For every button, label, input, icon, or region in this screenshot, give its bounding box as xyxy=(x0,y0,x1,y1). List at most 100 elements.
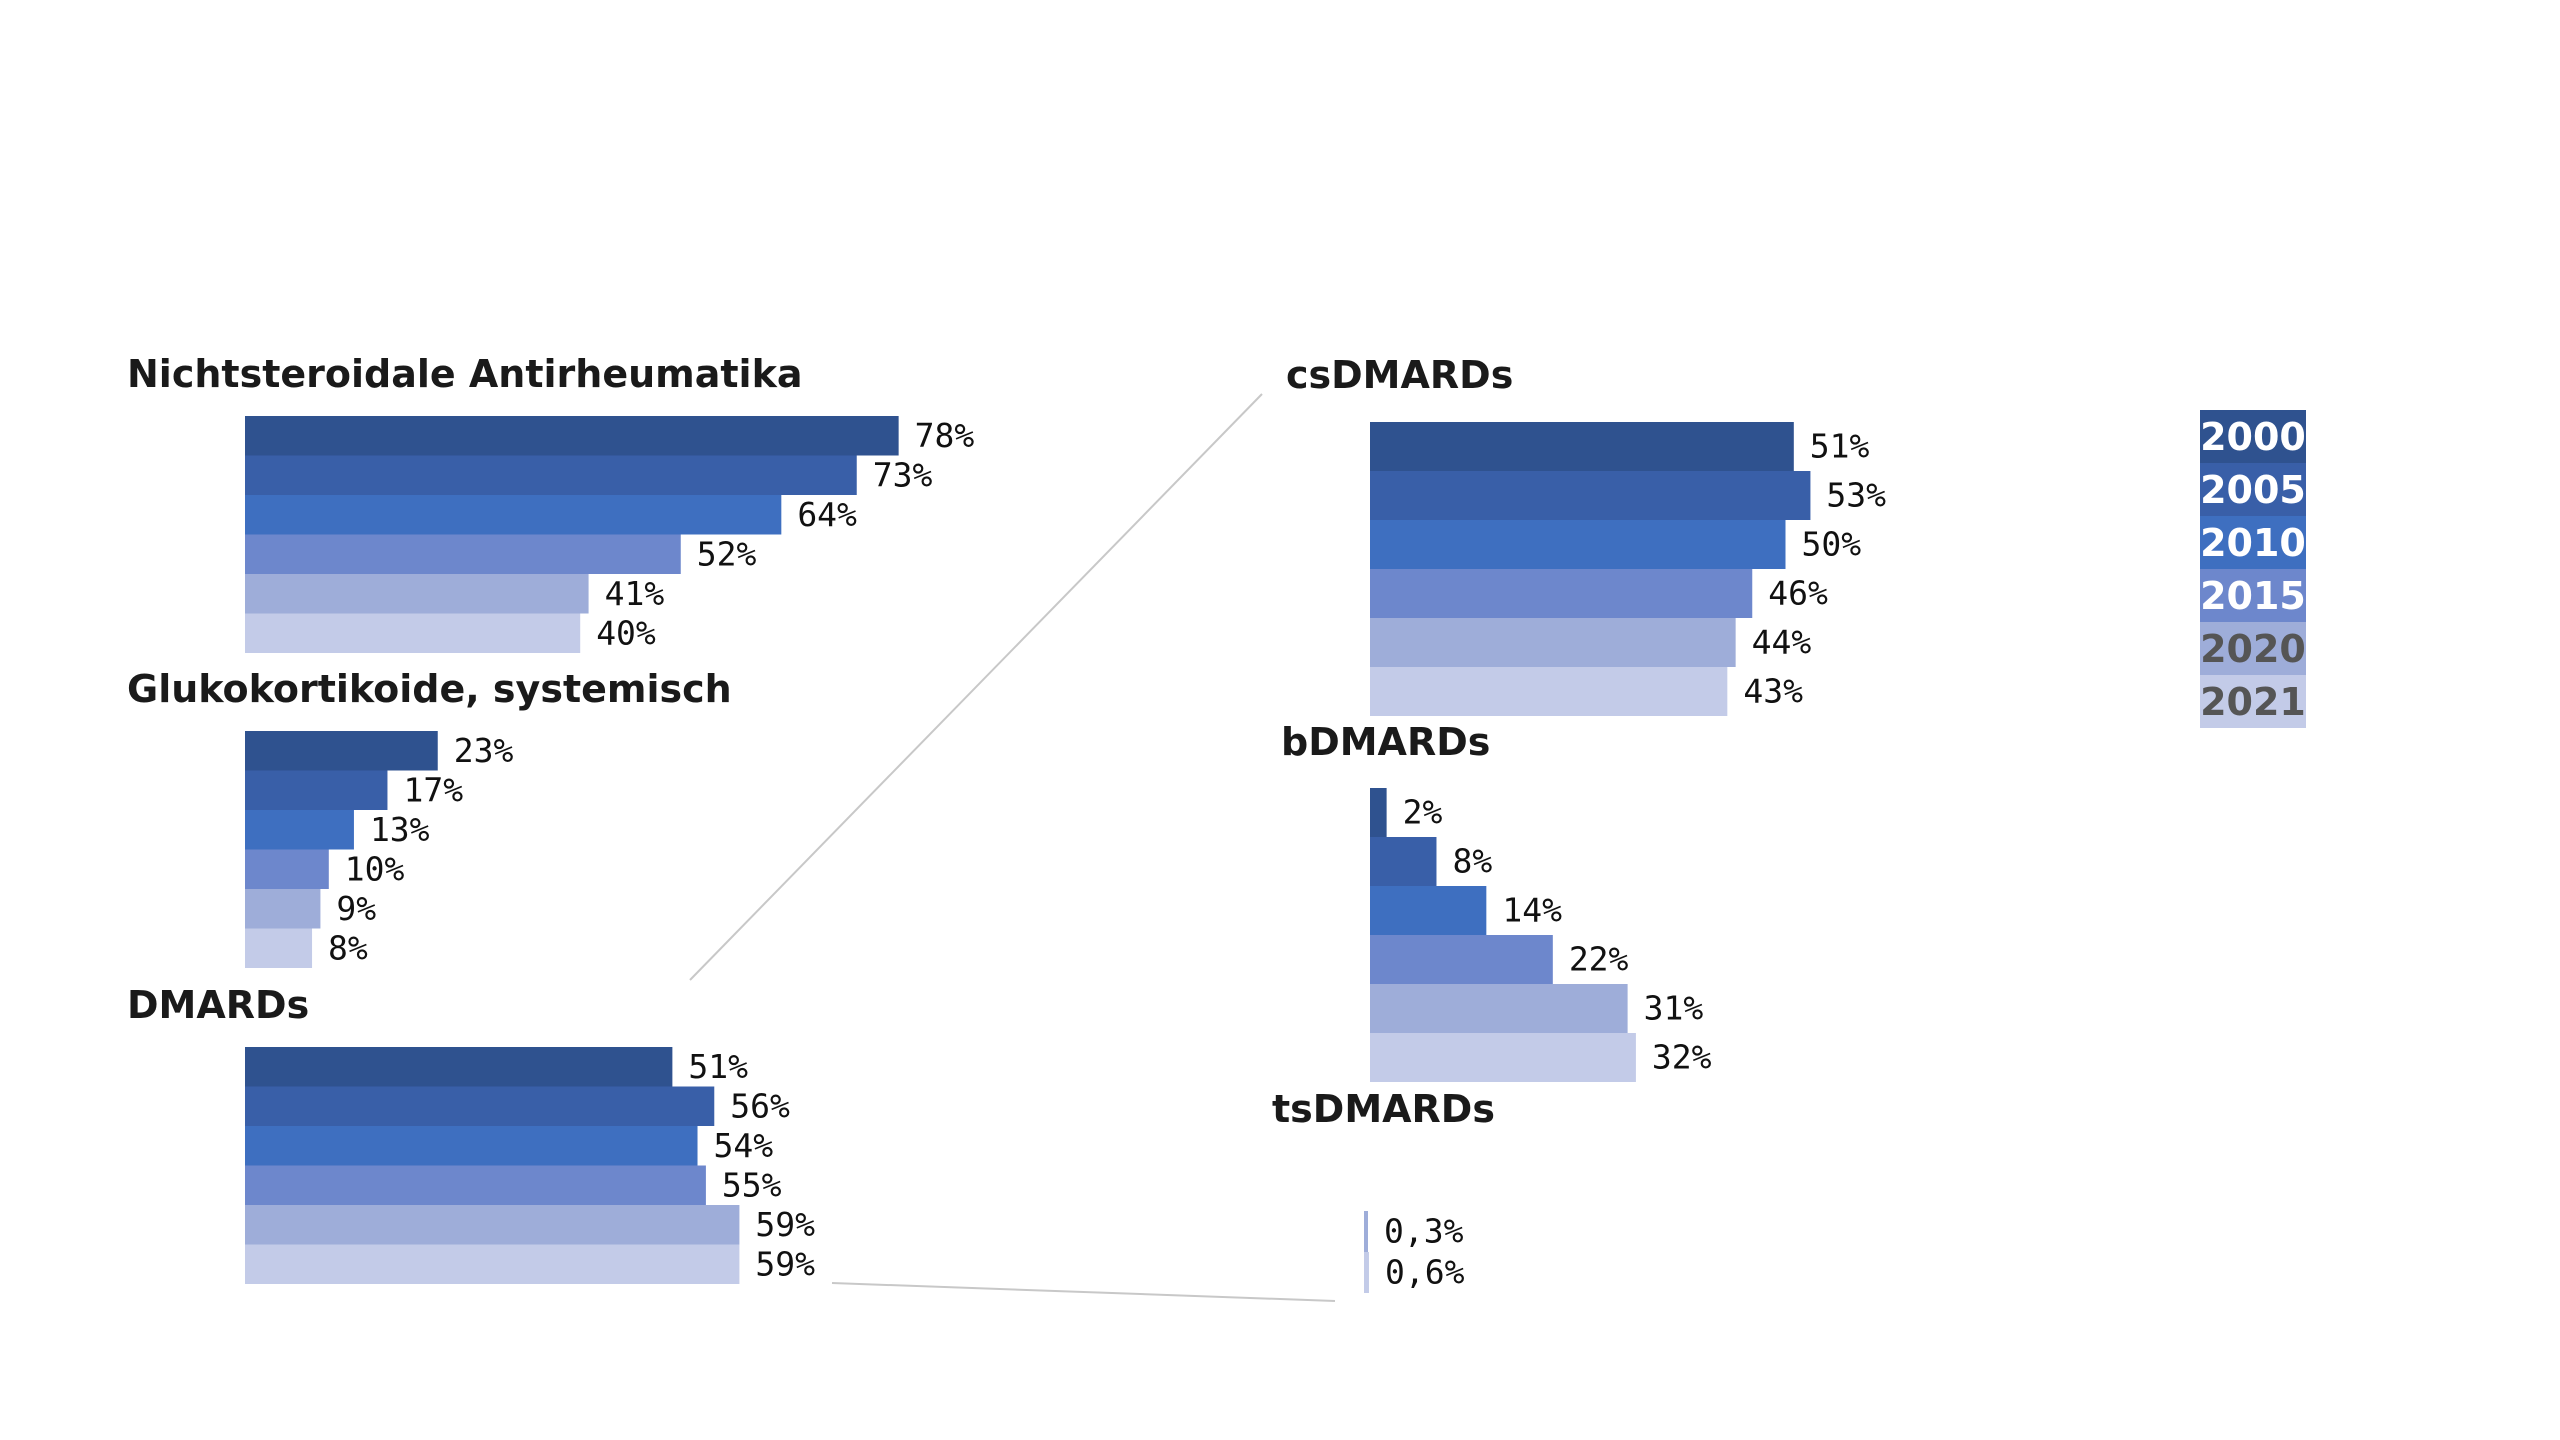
bar-value-label: 9% xyxy=(336,889,376,928)
bar-value-label: 17% xyxy=(403,770,463,809)
bar-value-label: 59% xyxy=(755,1205,815,1244)
legend-item-2000: 2000 xyxy=(2200,410,2306,463)
legend-swatch xyxy=(2200,516,2306,569)
bar-value-label: 40% xyxy=(596,613,656,652)
legend-label: 2010 xyxy=(2200,521,2306,565)
bar-value-label: 32% xyxy=(1652,1038,1712,1077)
bar-2010 xyxy=(1370,520,1786,569)
legend-swatch xyxy=(2200,410,2306,463)
bar-2000 xyxy=(1370,422,1794,471)
bar-2015 xyxy=(245,1165,706,1205)
bar-2015 xyxy=(1370,569,1753,618)
bar-value-label: 53% xyxy=(1826,476,1886,515)
bar-value-label: 73% xyxy=(873,455,933,494)
bar-2015 xyxy=(245,534,681,574)
bar-2005 xyxy=(1370,471,1811,520)
chart-title: DMARDs xyxy=(127,983,309,1027)
legend-item-2020: 2020 xyxy=(2200,622,2306,675)
legend-item-2015: 2015 xyxy=(2200,569,2306,622)
legend-swatch xyxy=(2200,463,2306,516)
chart-title: csDMARDs xyxy=(1286,353,1513,397)
chart-title: Glukokortikoide, systemisch xyxy=(127,667,732,711)
bar-2021 xyxy=(1370,1033,1636,1082)
legend-swatch xyxy=(2200,569,2306,622)
legend-label: 2020 xyxy=(2200,627,2306,671)
bar-value-label: 54% xyxy=(714,1126,774,1165)
bar-2000 xyxy=(245,731,438,771)
chart-bdmards: bDMARDs 2%8% 14%22% 31% 32% xyxy=(1281,720,1712,1082)
bar-value-label: 8% xyxy=(1452,842,1492,881)
bar-2021 xyxy=(245,928,313,968)
legend-label: 2015 xyxy=(2200,574,2306,618)
bar-value-label: 55% xyxy=(722,1165,782,1204)
bar-value-label: 0,3% xyxy=(1384,1212,1464,1251)
chart-glukokortikoide-systemisch: Glukokortikoide, systemisch 23%17%13%10%9… xyxy=(127,667,732,968)
legend-swatch xyxy=(2200,675,2306,728)
bar-value-label: 14% xyxy=(1502,891,1562,930)
bar-2020 xyxy=(245,574,589,614)
bar-2005 xyxy=(245,1086,715,1126)
bar-value-label: 0,6% xyxy=(1385,1253,1465,1292)
bar-2005 xyxy=(245,770,388,810)
bar-2000 xyxy=(245,416,899,456)
bar-value-label: 56% xyxy=(730,1086,790,1125)
bar-value-label: 23% xyxy=(454,731,514,770)
bar-2005 xyxy=(245,455,857,495)
bar-2020 xyxy=(245,1205,740,1245)
bar-2020 xyxy=(245,889,321,929)
chart-nichtsteroidale-antirheumatika: Nichtsteroidale Antirheumatika 78%73% 64% 5… xyxy=(127,352,974,653)
bar-2010 xyxy=(245,495,782,535)
bar-value-label: 43% xyxy=(1743,672,1803,711)
bar-value-label: 50% xyxy=(1802,525,1862,564)
bar-value-label: 51% xyxy=(1810,427,1870,466)
bar-2020 xyxy=(1364,1211,1368,1252)
legend-item-2021: 2021 xyxy=(2200,675,2306,728)
legend-item-2005: 2005 xyxy=(2200,463,2306,516)
bar-2015 xyxy=(245,849,329,889)
bar-value-label: 78% xyxy=(915,416,975,455)
bar-2005 xyxy=(1370,837,1437,886)
legend-label: 2021 xyxy=(2200,680,2306,724)
bar-2000 xyxy=(1370,788,1387,837)
chart-title: tsDMARDs xyxy=(1272,1087,1495,1131)
bar-charts: Nichtsteroidale Antirheumatika 78%73% 64% 5… xyxy=(127,352,1886,1293)
bar-value-label: 10% xyxy=(345,849,405,888)
connector-line-bottom xyxy=(831,1282,1336,1302)
bar-2015 xyxy=(1370,935,1553,984)
bar-value-label: 52% xyxy=(697,534,757,573)
chart-csdmards: csDMARDs 51% 53% 50% 46% 44% 43% xyxy=(1286,353,1886,716)
bar-2020 xyxy=(1370,618,1736,667)
bar-value-label: 64% xyxy=(797,495,857,534)
connector-line-top xyxy=(689,393,1263,981)
bar-2000 xyxy=(245,1047,673,1087)
chart-title: bDMARDs xyxy=(1281,720,1490,764)
bar-2010 xyxy=(245,1126,698,1166)
breakdown-connectors xyxy=(689,393,1336,1302)
legend-swatch xyxy=(2200,622,2306,675)
bar-2021 xyxy=(245,1244,740,1284)
year-legend: 2000 2005 2010 2015 2020 2021 xyxy=(2200,410,2306,728)
bar-value-label: 13% xyxy=(370,810,430,849)
bar-2010 xyxy=(1370,886,1487,935)
bar-value-label: 46% xyxy=(1768,574,1828,613)
bar-2021 xyxy=(1370,667,1728,716)
chart-title: Nichtsteroidale Antirheumatika xyxy=(127,352,802,396)
legend-label: 2005 xyxy=(2200,468,2306,512)
bar-2021 xyxy=(245,613,581,653)
bar-value-label: 51% xyxy=(688,1047,748,1086)
bar-2021 xyxy=(1364,1252,1369,1293)
legend-label: 2000 xyxy=(2200,415,2306,459)
bar-value-label: 31% xyxy=(1644,989,1704,1028)
chart-tsdmards: tsDMARDs 0,3%0,6% xyxy=(1272,1087,1495,1293)
bar-2020 xyxy=(1370,984,1628,1033)
bar-value-label: 41% xyxy=(605,574,665,613)
bar-value-label: 44% xyxy=(1752,623,1812,662)
legend-item-2010: 2010 xyxy=(2200,516,2306,569)
bar-value-label: 22% xyxy=(1569,940,1629,979)
bar-value-label: 2% xyxy=(1403,793,1443,832)
bar-value-label: 8% xyxy=(328,928,368,967)
bar-value-label: 59% xyxy=(755,1244,815,1283)
bar-2010 xyxy=(245,810,354,850)
